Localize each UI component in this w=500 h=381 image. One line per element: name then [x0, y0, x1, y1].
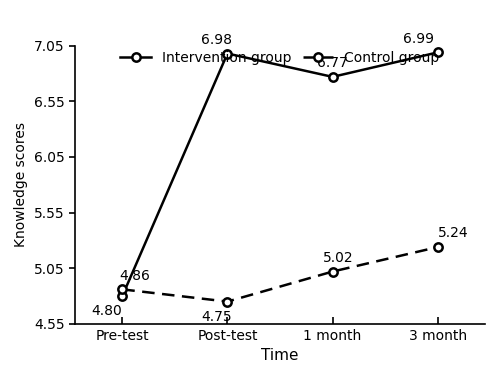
- Line: Control group: Control group: [118, 243, 442, 306]
- Control group: [330, 269, 336, 274]
- Text: 4.80: 4.80: [91, 304, 122, 318]
- Control group: [120, 287, 126, 291]
- Text: 6.98: 6.98: [202, 33, 232, 47]
- Intervention group: [330, 75, 336, 79]
- Control group: [434, 245, 440, 250]
- Legend: Intervention group, Control group: Intervention group, Control group: [115, 46, 445, 71]
- Line: Intervention group: Intervention group: [118, 48, 442, 300]
- Text: 6.77: 6.77: [317, 56, 348, 70]
- Intervention group: [120, 294, 126, 298]
- Text: 4.75: 4.75: [202, 310, 232, 324]
- Text: 6.99: 6.99: [404, 32, 434, 46]
- Text: 5.02: 5.02: [322, 251, 353, 265]
- Intervention group: [224, 51, 230, 56]
- X-axis label: Time: Time: [261, 348, 299, 363]
- Control group: [224, 299, 230, 304]
- Text: 5.24: 5.24: [438, 226, 469, 240]
- Intervention group: [434, 50, 440, 55]
- Y-axis label: Knowledge scores: Knowledge scores: [14, 122, 28, 247]
- Text: 4.86: 4.86: [120, 269, 150, 283]
